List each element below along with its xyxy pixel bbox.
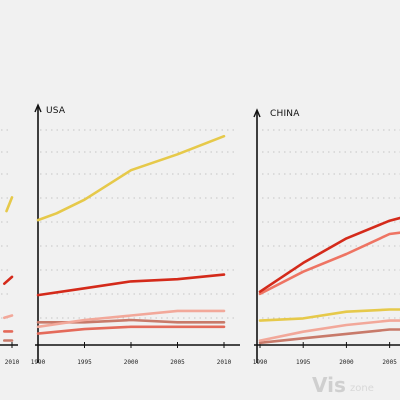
chart-panel-1: 2010 [0,129,20,366]
x-tick-label-2005: 2005 [170,359,185,366]
series-line-2 [36,273,226,297]
series-line-3 [3,314,14,320]
x-tick-label-2010: 2010 [217,359,232,366]
series-line-5 [36,325,226,335]
y-axis-arrow [253,108,261,118]
x-tick-label-2005: 2005 [382,359,397,366]
series-line-3 [36,309,226,329]
chart-panel-2: 1990 1995 2000 2005 2010 USA [31,103,240,366]
series-line-1 [36,134,226,222]
chart-panel-3: 1990 1995 2000 2005 CHINA [253,108,400,366]
x-tick-label-2000: 2000 [124,359,139,366]
y-axis-arrow [34,103,42,113]
chart-title: CHINA [270,109,300,119]
watermark-brand: Vis [312,373,346,397]
chart-title: USA [46,106,66,116]
series-line-5 [258,328,400,345]
series-line-2 [258,231,400,296]
series-line-1 [5,196,14,213]
x-tick-label-1990: 1990 [31,359,46,366]
x-tick-label-2010: 2010 [5,359,20,366]
x-tick-label-1995: 1995 [296,359,311,366]
x-tick-label-2000: 2000 [339,359,354,366]
x-tick-label-1990: 1990 [253,359,268,366]
x-tick-label-1995: 1995 [77,359,92,366]
series-line-1 [258,216,400,293]
watermark-suffix: zone [350,383,374,394]
watermark: Vis zone [312,373,374,397]
series-line-4 [258,319,400,342]
series-line-3 [258,308,400,322]
series-line-2 [3,275,14,285]
